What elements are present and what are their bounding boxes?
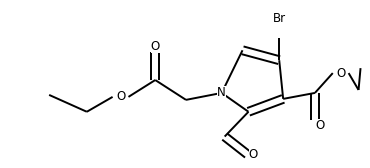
- Text: Br: Br: [273, 12, 286, 25]
- Text: O: O: [116, 90, 125, 103]
- Text: O: O: [151, 40, 160, 53]
- Text: O: O: [315, 119, 324, 132]
- Text: O: O: [249, 148, 258, 161]
- Text: N: N: [217, 86, 226, 99]
- Text: O: O: [336, 67, 345, 80]
